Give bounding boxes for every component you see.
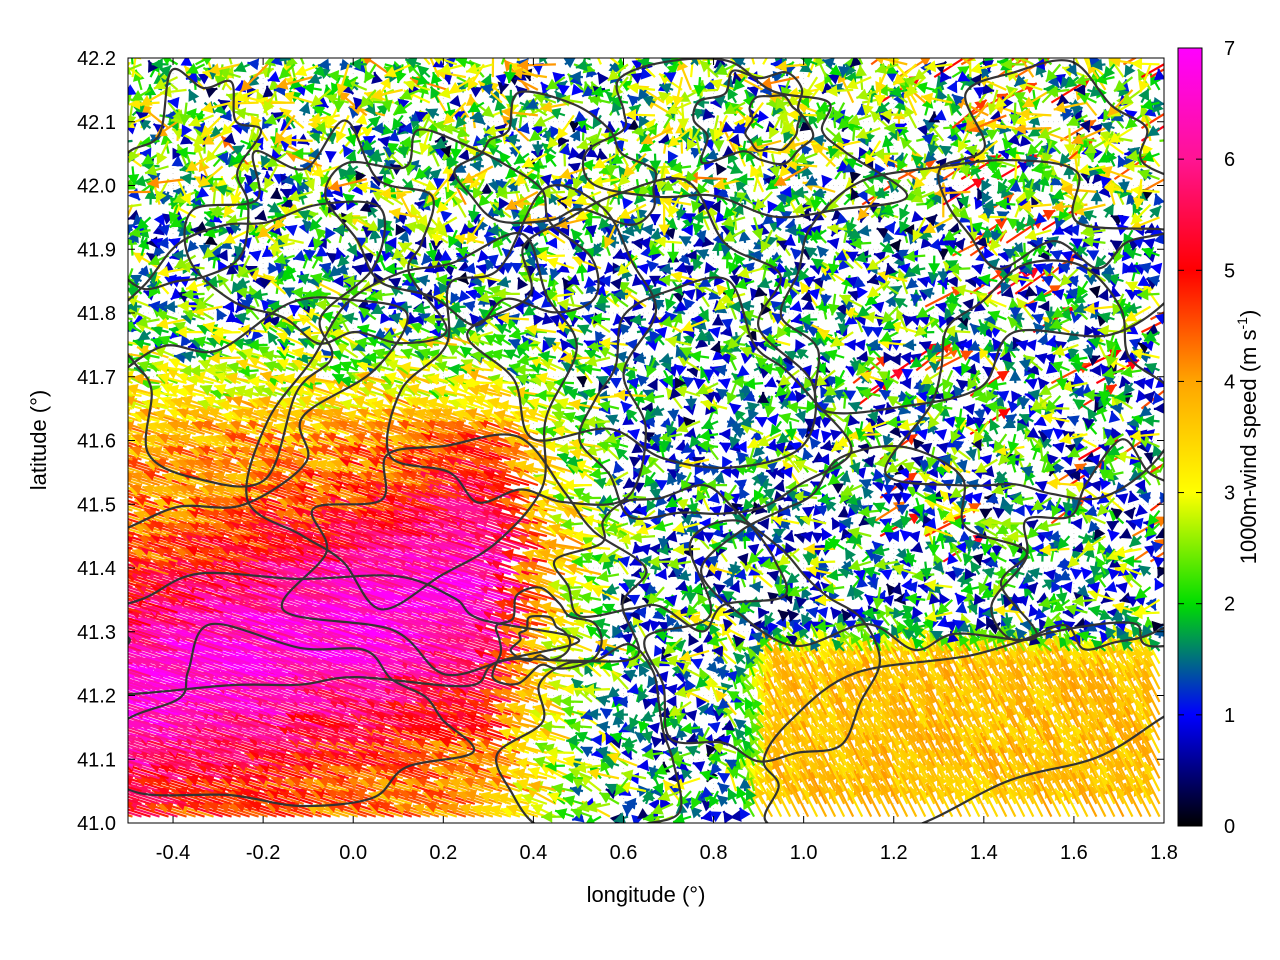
- wind-arrow: [128, 808, 151, 818]
- wind-arrow: [727, 787, 739, 805]
- wind-arrow: [708, 810, 722, 823]
- wind-arrow: [551, 782, 575, 795]
- wind-arrow: [128, 801, 133, 805]
- wind-arrow: [128, 798, 142, 805]
- wind-arrow: [128, 482, 133, 487]
- wind-arrow: [729, 810, 742, 822]
- wind-arrow: [521, 793, 548, 805]
- wind-arrow: [570, 807, 593, 819]
- wind-arrow: [128, 782, 151, 793]
- wind-arrow: [650, 802, 674, 815]
- wind-arrow: [739, 777, 752, 792]
- wind-arrow: [128, 788, 133, 793]
- wind-arrow: [716, 794, 730, 807]
- wind-arrow: [672, 813, 692, 823]
- wind-arrow: [736, 786, 748, 805]
- wind-arrow: [1159, 491, 1164, 504]
- wind-arrow: [742, 797, 756, 818]
- wind-arrow: [613, 812, 629, 823]
- wind-arrow: [128, 737, 133, 742]
- wind-arrow: [585, 800, 611, 813]
- wind-arrow: [496, 792, 530, 805]
- wind-arrow: [700, 810, 713, 822]
- wind-arrow: [554, 808, 575, 820]
- wind-arrow: [128, 610, 133, 614]
- wind-arrow: [128, 469, 133, 474]
- wind-arrow: [128, 780, 160, 793]
- wind-arrow: [571, 776, 593, 793]
- wind-arrow: [624, 797, 638, 810]
- wind-arrow: [128, 785, 142, 793]
- wind-arrow: [745, 787, 757, 805]
- wind-arrow: [128, 792, 160, 805]
- wind-arrow: [128, 724, 133, 729]
- wind-arrow: [128, 546, 133, 550]
- wind-arrow: [657, 790, 683, 802]
- wind-arrow: [128, 795, 151, 805]
- wind-arrow: [717, 782, 730, 795]
- wind-arrow: [598, 791, 620, 805]
- wind-arrow: [128, 673, 133, 678]
- wind-arrow: [690, 790, 702, 810]
- wind-arrow: [562, 795, 584, 807]
- wind-arrow: [642, 811, 665, 823]
- wind-arrow: [738, 807, 751, 821]
- wind-arrow: [676, 790, 692, 807]
- wind-arrow: [621, 803, 634, 817]
- wind-arrow: [128, 533, 133, 538]
- wind-arrow: [128, 811, 142, 818]
- wind-arrow: [569, 784, 584, 797]
- wind-arrow: [700, 786, 714, 800]
- wind-arrows: [128, 58, 1164, 823]
- wind-arrow: [708, 790, 720, 809]
- wind-arrow: [585, 815, 602, 823]
- wind-arrow: [722, 810, 735, 823]
- wind-arrow: [128, 661, 133, 665]
- wind-arrow: [128, 597, 133, 601]
